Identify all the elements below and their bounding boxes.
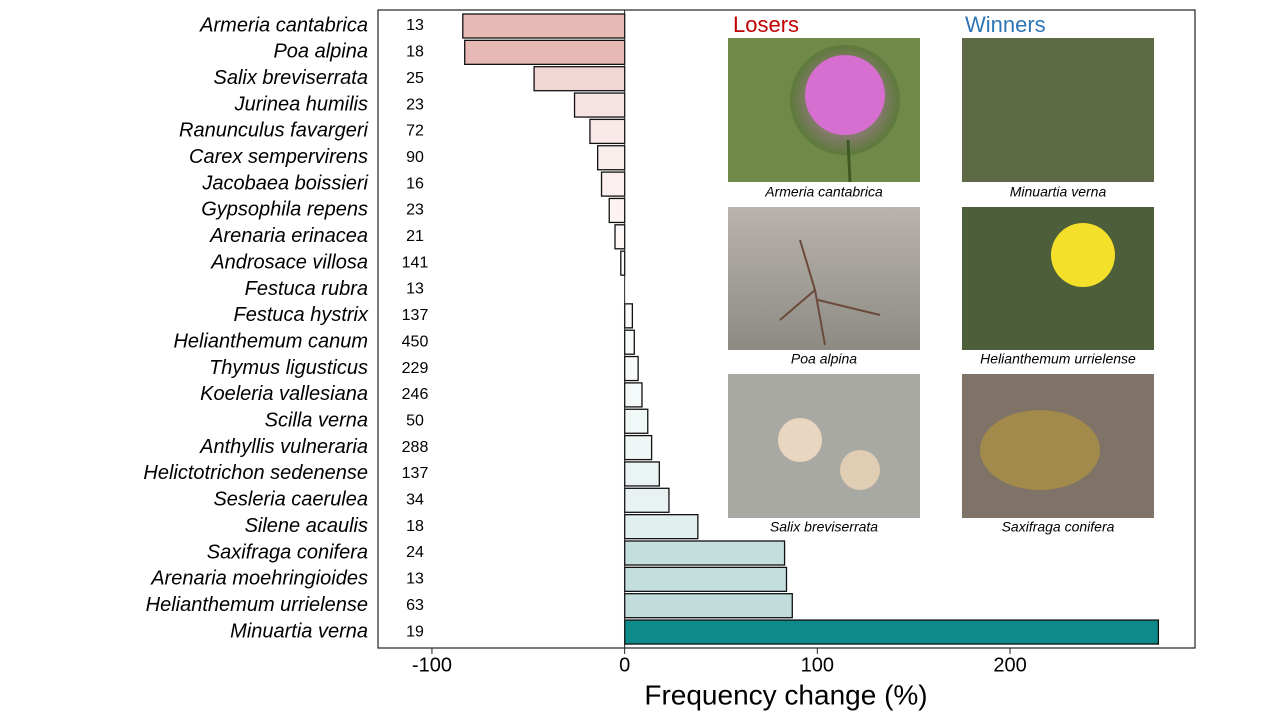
count-label: 18 xyxy=(406,518,424,535)
y-tick-label: Androsace villosa xyxy=(210,251,368,273)
count-label: 24 xyxy=(406,544,424,561)
count-label: 50 xyxy=(406,412,424,429)
x-tick-label: 0 xyxy=(619,654,630,676)
y-tick-label: Festuca hystrix xyxy=(234,304,369,326)
photo-caption: Minuartia verna xyxy=(1010,184,1107,200)
photo-caption: Helianthemum urrielense xyxy=(980,351,1136,367)
photo-flower xyxy=(778,418,822,462)
bar xyxy=(623,487,670,513)
y-tick-label: Helianthemum urrielense xyxy=(146,594,368,616)
photo xyxy=(962,207,1154,350)
bar xyxy=(623,408,649,434)
photo-caption: Poa alpina xyxy=(791,351,857,367)
bar xyxy=(623,593,793,619)
bar xyxy=(623,355,639,382)
count-label: 25 xyxy=(406,70,424,87)
y-tick-label: Thymus ligusticus xyxy=(209,357,368,379)
photo xyxy=(728,207,920,350)
x-tick-label: 100 xyxy=(801,654,834,676)
count-label: 246 xyxy=(402,386,429,403)
y-tick-label: Scilla verna xyxy=(265,410,368,432)
bar xyxy=(623,382,643,408)
bar xyxy=(589,118,626,145)
count-label: 63 xyxy=(406,597,424,614)
photo-plant xyxy=(980,410,1100,490)
losers-label: Losers xyxy=(733,12,799,37)
count-label: 34 xyxy=(406,492,424,509)
y-tick-label: Armeria cantabrica xyxy=(199,14,368,36)
y-tick-label: Helianthemum canum xyxy=(173,330,368,352)
y-tick-label: Saxifraga conifera xyxy=(207,541,368,563)
x-tick-label: 200 xyxy=(993,654,1026,676)
count-label: 137 xyxy=(402,307,429,324)
y-tick-label: Jacobaea boissieri xyxy=(201,172,368,194)
y-tick-label: Arenaria moehringioides xyxy=(150,568,368,590)
count-label: 19 xyxy=(406,623,424,640)
y-tick-label: Helictotrichon sedenense xyxy=(143,462,368,484)
y-tick-label: Jurinea humilis xyxy=(234,93,368,115)
photo xyxy=(962,38,1154,182)
count-label: 16 xyxy=(406,175,424,192)
count-label: 72 xyxy=(406,123,424,140)
bar xyxy=(600,171,626,197)
count-label: 23 xyxy=(406,202,424,219)
photo-caption: Salix breviserrata xyxy=(770,519,878,535)
y-tick-label: Salix breviserrata xyxy=(213,67,368,89)
bar xyxy=(623,619,1160,645)
bar xyxy=(614,224,626,250)
y-tick-label: Anthyllis vulneraria xyxy=(199,436,368,458)
count-label: 13 xyxy=(406,281,424,298)
y-tick-label: Carex sempervirens xyxy=(189,146,368,168)
y-tick-label: Koeleria vallesiana xyxy=(200,383,368,405)
photo-caption: Armeria cantabrica xyxy=(764,184,883,200)
count-label: 141 xyxy=(402,254,429,271)
bar xyxy=(623,434,653,461)
count-label: 229 xyxy=(402,360,429,377)
y-tick-label: Silene acaulis xyxy=(245,515,368,537)
x-axis-title: Frequency change (%) xyxy=(644,679,927,710)
bar xyxy=(623,329,635,355)
count-label: 21 xyxy=(406,228,424,245)
y-tick-label: Gypsophila repens xyxy=(201,199,368,221)
count-label: 18 xyxy=(406,44,424,61)
y-tick-label: Arenaria erinacea xyxy=(209,225,368,247)
plot-frame xyxy=(377,9,1196,649)
count-label: 288 xyxy=(402,439,429,456)
winners-label: Winners xyxy=(965,12,1046,37)
bar xyxy=(608,197,626,224)
photos xyxy=(728,38,1154,518)
photo-stem xyxy=(779,239,881,346)
bar xyxy=(623,540,786,566)
bar xyxy=(623,303,633,329)
y-tick-label: Sesleria caerulea xyxy=(213,489,368,511)
count-label: 13 xyxy=(406,17,424,34)
bar xyxy=(597,145,626,171)
y-tick-label: Ranunculus favargeri xyxy=(179,120,369,142)
bar xyxy=(533,66,626,92)
count-label: 137 xyxy=(402,465,429,482)
photo xyxy=(728,374,920,518)
bar xyxy=(464,39,626,65)
photo-stem xyxy=(846,139,852,183)
y-tick-label: Minuartia verna xyxy=(230,620,368,642)
bar xyxy=(623,514,699,540)
bar xyxy=(620,250,626,276)
y-tick-label: Festuca rubra xyxy=(245,278,368,300)
photo-caption: Saxifraga conifera xyxy=(1002,519,1115,535)
bar xyxy=(623,461,660,487)
photo-flower xyxy=(1051,223,1115,287)
count-label: 13 xyxy=(406,571,424,588)
count-label: 450 xyxy=(402,333,429,350)
y-tick-label: Poa alpina xyxy=(273,41,368,63)
bar xyxy=(623,566,788,592)
photo-flower xyxy=(840,450,880,490)
bar xyxy=(573,92,626,118)
x-tick-label: -100 xyxy=(412,654,452,676)
count-label: 90 xyxy=(406,149,424,166)
count-label: 23 xyxy=(406,96,424,113)
photo-flower xyxy=(805,55,885,135)
bar xyxy=(462,13,626,39)
